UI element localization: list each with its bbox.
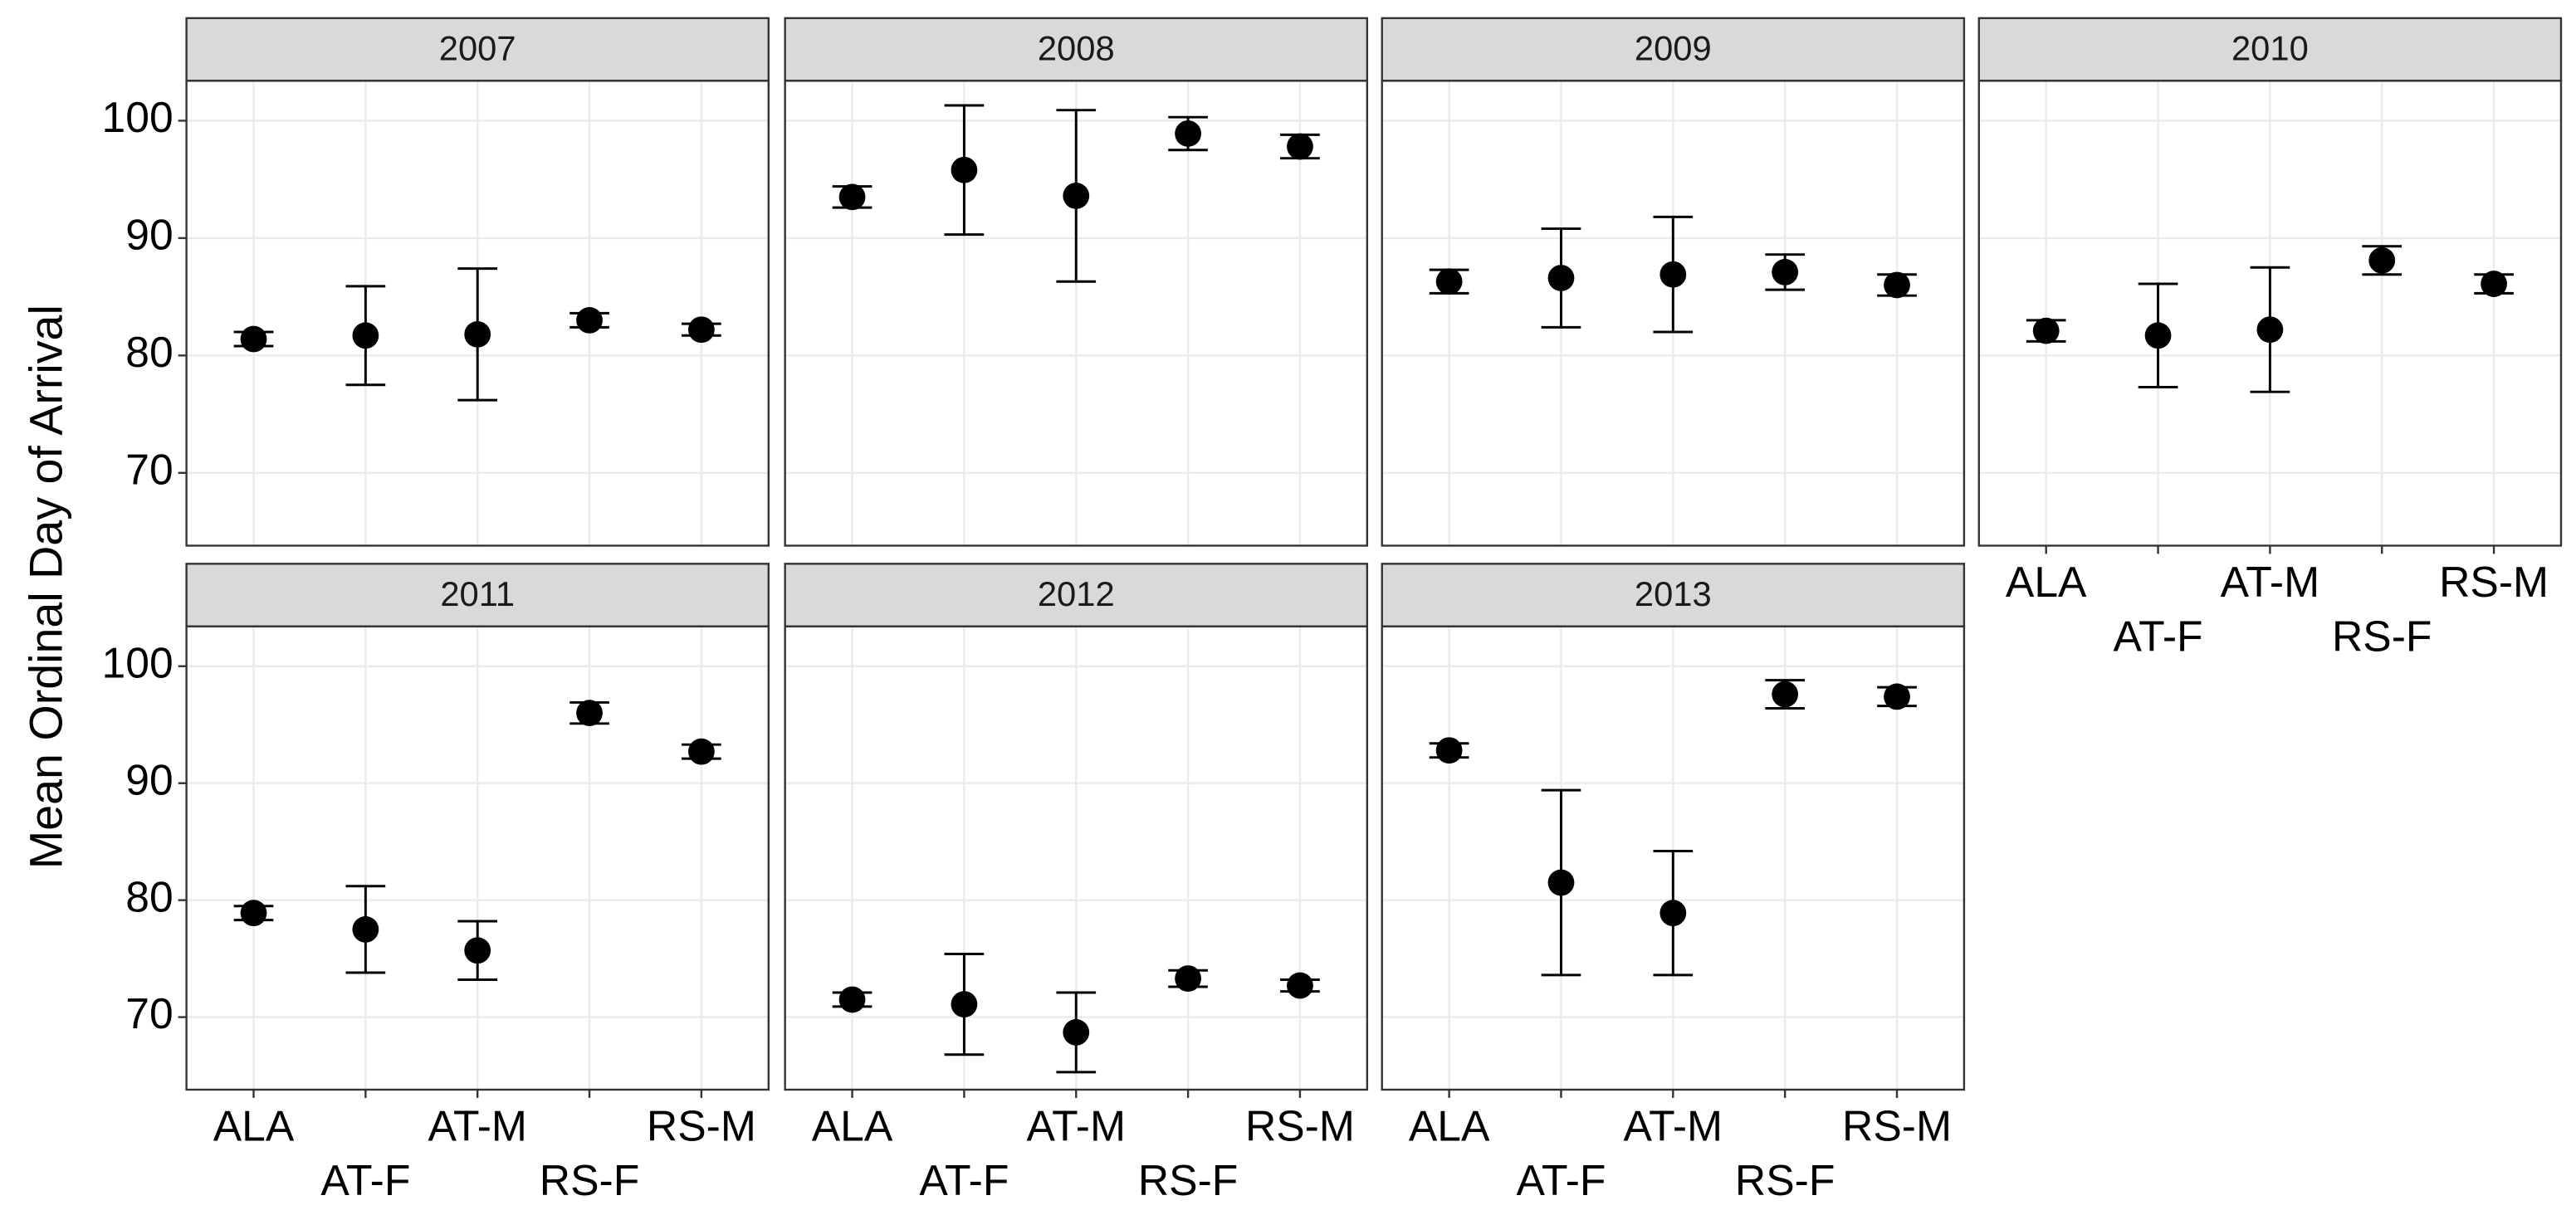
strip-title: 2011 [440,574,515,613]
x-tick-label: RS-F [1735,1156,1835,1204]
strip-title: 2012 [1038,574,1115,613]
y-tick-label: 90 [125,755,173,803]
panel-border [185,80,770,547]
strip-title: 2010 [2231,29,2309,68]
strip [185,17,770,82]
point [1884,271,1910,299]
point [1435,737,1463,764]
x-tick-label: ALA [213,1101,295,1149]
point [240,900,267,927]
point [951,156,978,183]
x-tick-label: RS-M [1245,1101,1355,1149]
point [1063,183,1090,209]
panel-border [784,80,1369,547]
x-tick-label: RS-M [1842,1101,1952,1149]
point [1659,261,1687,288]
x-tick-label: RS-M [647,1101,756,1149]
point [1772,259,1799,285]
point [2144,322,2172,349]
point [1884,683,1910,710]
point [576,307,603,334]
point [240,325,267,353]
strip-title: 2008 [1038,29,1115,68]
point [1547,869,1575,896]
point [1435,268,1463,295]
point [576,700,603,727]
x-tick-label: AT-M [1027,1101,1126,1149]
y-tick-label: 70 [125,445,173,493]
x-tick-label: AT-F [320,1156,410,1204]
y-axis-label: Mean Ordinal Day of Arrival [20,305,71,869]
point [838,986,866,1013]
x-tick-label: AT-F [2114,612,2203,660]
strip [784,17,1369,82]
point [464,320,491,348]
point [352,915,379,943]
strip-title: 2007 [439,29,516,68]
x-tick-label: RS-F [2332,612,2432,660]
y-tick-label: 70 [125,989,173,1037]
y-tick-label: 100 [102,93,174,141]
point [1175,120,1201,147]
strip [185,563,770,628]
x-tick-label: AT-M [1624,1101,1723,1149]
point [1063,1019,1090,1046]
strip [1381,17,1966,82]
point [838,183,866,211]
y-tick-label: 100 [102,638,174,686]
point [687,316,715,344]
y-tick-label: 80 [125,328,173,376]
x-tick-label: RS-M [2439,558,2549,606]
x-tick-label: ALA [812,1101,893,1149]
x-tick-label: AT-M [428,1101,526,1149]
x-tick-label: AT-M [2221,558,2319,606]
point [1772,681,1799,708]
y-tick-label: 90 [125,211,173,259]
x-tick-label: AT-F [1516,1156,1606,1204]
strip-title: 2013 [1635,574,1712,613]
point [464,937,491,964]
point [687,738,715,765]
strip [1977,17,2563,82]
point [352,322,379,349]
strip [1381,563,1966,628]
point [2032,317,2060,344]
x-tick-label: RS-F [540,1156,639,1204]
point [1547,265,1575,291]
point [1287,972,1313,999]
point [1175,965,1201,992]
y-tick-label: 80 [125,872,173,920]
point [1287,133,1313,160]
strip-title: 2009 [1635,29,1712,68]
panel-border [1381,80,1966,547]
point [2368,246,2396,274]
x-tick-label: ALA [1409,1101,1490,1149]
x-tick-label: ALA [2006,558,2087,606]
point [2481,271,2507,297]
point [951,991,978,1017]
point [2256,316,2284,344]
point [1659,900,1687,927]
x-tick-label: RS-F [1138,1156,1238,1204]
x-tick-label: AT-F [919,1156,1009,1204]
